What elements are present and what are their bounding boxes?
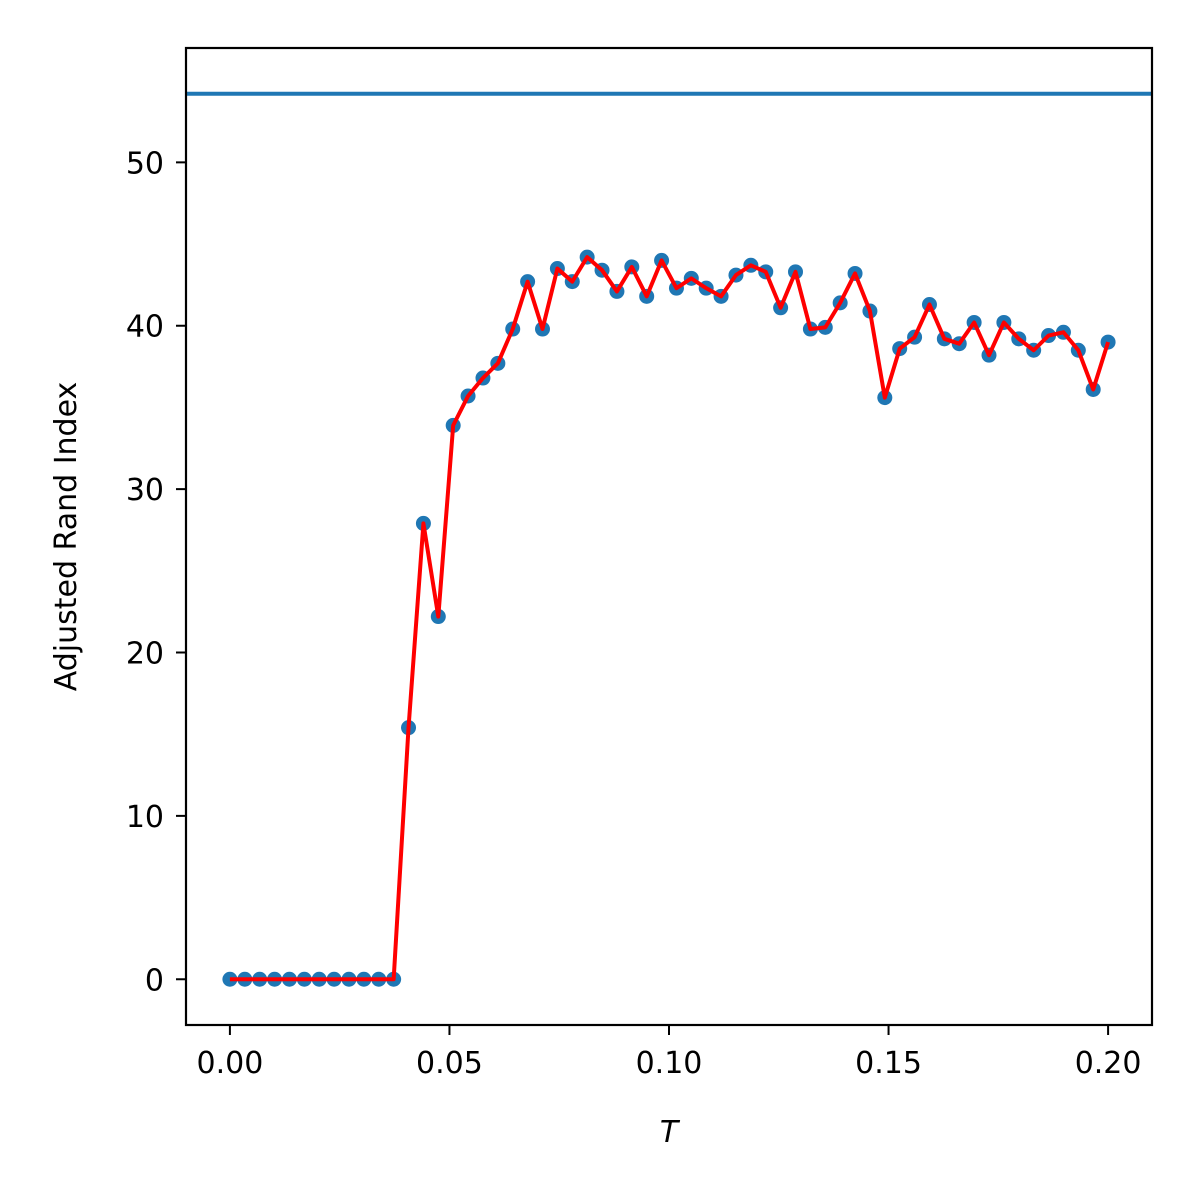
- y-tick-label: 40: [126, 310, 164, 345]
- data-point: [1100, 334, 1116, 350]
- y-tick-label: 10: [126, 800, 164, 835]
- plot-frame: [184, 46, 1154, 1027]
- x-tick-label: 0.00: [197, 1046, 264, 1081]
- x-tick-label: 0.15: [855, 1046, 922, 1081]
- y-tick-label: 50: [126, 146, 164, 181]
- x-tick-label: 0.20: [1075, 1046, 1142, 1081]
- x-tick-label: 0.05: [416, 1046, 483, 1081]
- axis-ticks: 0.00 0.05 0.10 0.15 0.20 0 10 20 30 40 50: [126, 146, 1142, 1081]
- x-axis-label: T: [660, 1115, 681, 1150]
- series-line: [229, 255, 1110, 982]
- plot-area: [186, 91, 1152, 987]
- y-tick-label: 30: [126, 473, 164, 508]
- x-tick-label: 0.10: [636, 1046, 703, 1081]
- y-tick-label: 0: [145, 963, 164, 998]
- y-tick-label: 20: [126, 636, 164, 671]
- y-axis-label: Adjusted Rand Index: [49, 382, 84, 692]
- data-point: [222, 971, 238, 987]
